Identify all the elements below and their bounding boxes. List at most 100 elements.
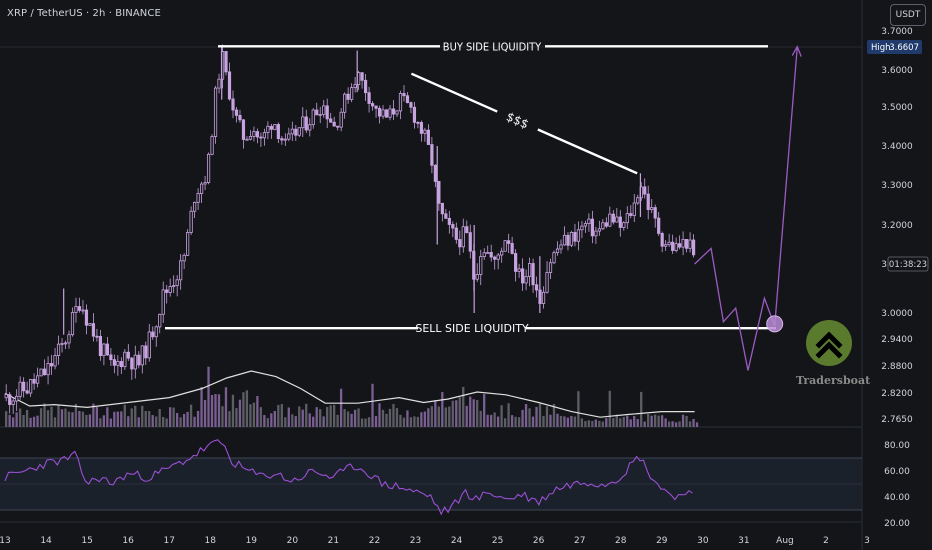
candle-down: [165, 289, 169, 293]
volume-bar: [249, 404, 252, 427]
candle-up: [262, 132, 267, 139]
volume-bar: [437, 406, 440, 427]
volume-bar: [521, 409, 524, 427]
candle-up: [168, 286, 172, 293]
candle-down: [119, 361, 123, 368]
price-pane: [4, 44, 696, 415]
trendline: [537, 128, 638, 175]
target-marker: [766, 315, 784, 333]
candle-down: [430, 144, 434, 166]
candle-up: [503, 240, 507, 252]
price-tick-label: 3.3000: [881, 181, 913, 191]
volume-bar: [336, 414, 339, 427]
volume-bar: [224, 387, 228, 427]
volume-bar: [43, 403, 46, 427]
candle-up: [541, 291, 546, 304]
candle-up: [301, 116, 305, 129]
candle-up: [562, 234, 567, 246]
candle-up: [601, 222, 605, 230]
candle-down: [280, 138, 284, 141]
candle-down: [105, 343, 109, 356]
volume-bar: [207, 366, 210, 427]
candle-up: [252, 131, 256, 137]
volume-bar: [221, 406, 224, 427]
volume-bar: [294, 416, 297, 427]
candle-down: [98, 335, 103, 357]
date-tick-label: 21: [328, 536, 339, 546]
candle-down: [259, 136, 263, 139]
volume-bar: [678, 421, 681, 427]
candle-up: [500, 250, 504, 256]
volume-bar: [549, 414, 552, 427]
candle-down: [109, 354, 113, 361]
volume-bar: [399, 414, 402, 427]
volume-bar: [430, 406, 433, 427]
volume-bar: [385, 413, 388, 427]
candle-up: [140, 345, 144, 366]
volume-bar: [266, 418, 269, 427]
candle-up: [189, 210, 193, 233]
volume-bar: [270, 413, 273, 427]
currency-button[interactable]: USDT: [890, 4, 926, 26]
candle-up: [559, 244, 563, 250]
volume-bar: [343, 409, 346, 427]
candle-down: [42, 368, 47, 376]
rsi-line: [4, 439, 693, 516]
volume-bar: [315, 407, 318, 427]
volume-bar: [8, 414, 11, 427]
candle-down: [454, 227, 458, 240]
price-tick-label: 3.2000: [881, 221, 913, 231]
candle-down: [77, 306, 82, 311]
candle-up: [29, 378, 33, 394]
volume-bar: [636, 419, 639, 427]
volume-bar: [695, 422, 699, 427]
volume-bar: [277, 404, 280, 427]
candle-down: [444, 213, 448, 219]
volume-bar: [273, 411, 276, 427]
candle-up: [615, 216, 619, 223]
candle-down: [367, 92, 371, 104]
volume-bar: [322, 416, 325, 427]
candle-down: [255, 131, 260, 138]
candle-up: [688, 239, 692, 249]
volume-bar: [301, 409, 304, 427]
volume-bar: [510, 415, 514, 427]
volume-bar: [591, 420, 594, 427]
price-tick-label: 3.5000: [881, 103, 913, 113]
symbol-header[interactable]: XRP / TetherUS · 2h · BINANCE: [7, 8, 161, 19]
volume-bar: [640, 391, 643, 427]
candle-down: [276, 124, 280, 139]
volume-bar: [535, 406, 538, 427]
volume-bar: [284, 417, 287, 427]
candle-up: [308, 124, 312, 131]
candle-up: [576, 229, 581, 242]
date-tick-label: 27: [574, 536, 585, 546]
logo-text: Tradersboat: [796, 374, 871, 387]
candle-down: [325, 105, 329, 120]
annotations: BUY SIDE LIQUIDITY SELL SIDE LIQUIDITY $$$: [165, 40, 802, 371]
candle-up: [213, 87, 218, 137]
volume-bar: [573, 416, 577, 427]
volume-bar: [175, 413, 179, 427]
date-tick-label: 28: [615, 536, 627, 546]
volume-bar: [402, 417, 406, 427]
volume-bar: [280, 404, 283, 427]
candle-down: [590, 218, 594, 237]
volume-bar: [39, 408, 43, 427]
candle-down: [144, 345, 148, 359]
volume-bar: [371, 383, 374, 427]
date-tick-label: 30: [697, 536, 709, 546]
volume-bar: [688, 421, 692, 427]
volume-bar: [18, 408, 22, 427]
candle-up: [580, 225, 584, 231]
volume-bar: [231, 394, 235, 427]
volume-bar: [542, 415, 545, 427]
candle-up: [583, 223, 588, 227]
volume-bar: [395, 408, 399, 427]
volume-bar: [85, 414, 88, 427]
candle-down: [49, 363, 54, 367]
candle-down: [234, 109, 239, 116]
buy-side-label: BUY SIDE LIQUIDITY: [443, 40, 542, 53]
candle-up: [217, 78, 221, 89]
